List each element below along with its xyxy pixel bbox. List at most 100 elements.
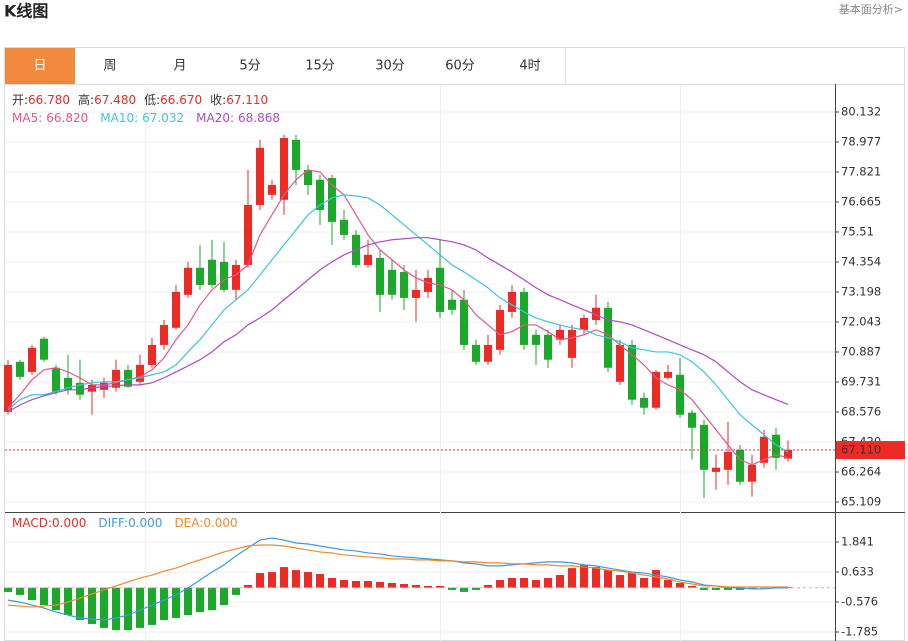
candle-body: [712, 467, 720, 472]
macd-bar: [556, 575, 564, 588]
legend-label: DEA:: [174, 516, 203, 530]
tab-background[interactable]: [145, 48, 215, 84]
tab-background[interactable]: [425, 48, 495, 84]
candle-body: [652, 371, 660, 408]
info-label: 开:: [12, 93, 28, 107]
tab-background[interactable]: [75, 48, 145, 84]
candle-body: [448, 299, 456, 310]
macd-bar: [28, 587, 36, 601]
tab-background[interactable]: [5, 48, 75, 84]
tab-label[interactable]: 月: [173, 59, 186, 74]
legend-label: MA10:: [100, 111, 138, 125]
candle-body: [532, 334, 540, 345]
chart-title: K线图: [4, 2, 48, 21]
candle-body: [244, 204, 252, 265]
macd-bar: [244, 584, 252, 588]
candle-body: [736, 449, 744, 482]
macd-bar: [16, 587, 24, 595]
tab[interactable]: 30分: [355, 48, 426, 84]
macd-bar: [448, 587, 456, 590]
candle-body: [640, 397, 648, 408]
macd-bar: [496, 580, 504, 588]
tab[interactable]: 月: [145, 48, 216, 84]
macd-bar: [484, 584, 492, 588]
macd-bar: [364, 580, 372, 588]
macd-bar: [328, 578, 336, 588]
candle-body: [580, 317, 588, 330]
candle-body: [724, 451, 732, 470]
frame: [4, 47, 905, 641]
candle-body: [568, 329, 576, 358]
candle-body: [460, 299, 468, 345]
tab[interactable]: 4时: [495, 48, 566, 84]
macd-bar: [160, 587, 168, 620]
tab[interactable]: 周: [75, 48, 146, 84]
y-tick-label: 66.264: [841, 465, 881, 479]
tab-label[interactable]: 5分: [239, 59, 260, 74]
macd-bar: [136, 587, 144, 628]
macd-bar: [304, 572, 312, 588]
macd-bar: [676, 582, 684, 588]
candle-body: [292, 139, 300, 170]
candle-body: [676, 374, 684, 415]
tab-label[interactable]: 60分: [445, 59, 475, 74]
tab[interactable]: 日: [5, 48, 76, 84]
macd-bar: [352, 580, 360, 588]
legend-label: MA20:: [196, 111, 234, 125]
candle-body: [268, 184, 276, 195]
tab-label[interactable]: 周: [103, 59, 116, 74]
y-tick-label: 72.043: [841, 314, 881, 328]
macd-bar: [88, 587, 96, 624]
y-tick-label: 75.51: [841, 224, 874, 238]
candle-body: [400, 271, 408, 298]
tab[interactable]: 60分: [425, 48, 496, 84]
macd-bar: [604, 570, 612, 588]
candle-body: [148, 344, 156, 365]
y-tick-label: 69.731: [841, 375, 881, 389]
legend-label: DIFF:: [98, 516, 128, 530]
macd-bar: [196, 587, 204, 613]
macd-bar: [724, 587, 732, 590]
candle-body: [232, 264, 240, 290]
macd-bar: [700, 587, 708, 590]
y-tick-label: 65.109: [841, 495, 881, 509]
tab-background[interactable]: [495, 48, 565, 84]
candle-body: [256, 147, 264, 205]
tab-label[interactable]: 15分: [305, 59, 335, 74]
y-tick-label: 77.821: [841, 164, 881, 178]
info-value: 66.670: [160, 93, 202, 107]
candle-body: [520, 291, 528, 345]
candle-body: [28, 347, 36, 372]
candle-body: [484, 344, 492, 362]
tab-background[interactable]: [355, 48, 425, 84]
candle-body: [196, 267, 204, 285]
candle-body: [664, 371, 672, 378]
candle-body: [700, 424, 708, 470]
tab-background[interactable]: [215, 48, 285, 84]
candle-body: [52, 367, 60, 392]
macd-bar: [76, 587, 84, 620]
y-tick-label: 0.633: [841, 564, 874, 578]
macd-bar: [688, 585, 696, 588]
macd-bar: [292, 570, 300, 588]
analysis-link[interactable]: 基本面分析>: [839, 2, 903, 16]
macd-bar: [256, 573, 264, 588]
candle-body: [160, 324, 168, 345]
tab-label[interactable]: 日: [33, 59, 46, 74]
tab[interactable]: 5分: [215, 48, 286, 84]
macd-bar: [436, 585, 444, 588]
macd-bar: [4, 587, 12, 592]
macd-bar: [640, 578, 648, 588]
macd-bar: [508, 578, 516, 588]
tab[interactable]: 15分: [285, 48, 356, 84]
candle-body: [436, 267, 444, 312]
candle-body: [376, 257, 384, 295]
legend-value: 68.868: [238, 111, 280, 125]
tab-label[interactable]: 4时: [519, 59, 540, 74]
tab-background[interactable]: [285, 48, 355, 84]
candle-body: [340, 219, 348, 235]
tab-label[interactable]: 30分: [375, 59, 405, 74]
macd-bar: [592, 567, 600, 588]
macd-bar: [280, 567, 288, 588]
